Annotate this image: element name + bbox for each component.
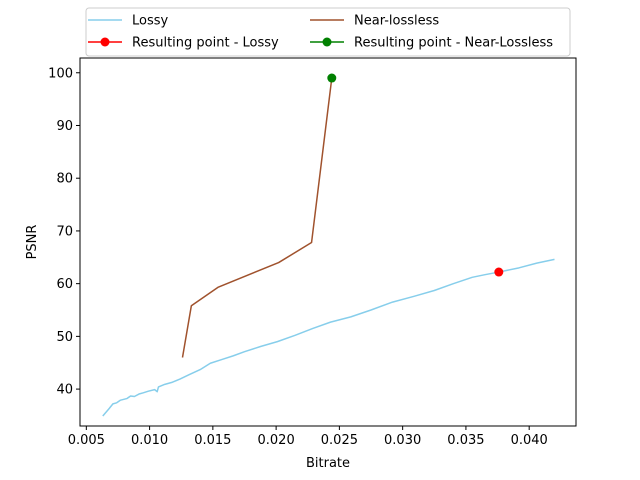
y-axis: 40 50 60 70 80 90 100 bbox=[48, 66, 80, 398]
y-tick-label: 50 bbox=[56, 330, 73, 345]
x-tick-label: 0.015 bbox=[194, 433, 231, 448]
legend-label-resulting-point-lossy: Resulting point - Lossy bbox=[132, 36, 279, 51]
legend-label-resulting-point-near-lossless: Resulting point - Near-Lossless bbox=[354, 36, 553, 51]
data-point-resulting-point-near-lossless bbox=[327, 73, 337, 83]
plot-background bbox=[80, 58, 576, 426]
x-tick-label: 0.025 bbox=[321, 433, 358, 448]
y-tick-label: 60 bbox=[56, 277, 73, 292]
legend-label-lossy: Lossy bbox=[132, 14, 169, 29]
x-axis: 0.005 0.010 0.015 0.020 0.025 0.030 0.035 0.040 bbox=[68, 426, 548, 448]
x-tick-label: 0.010 bbox=[131, 433, 168, 448]
y-tick-label: 40 bbox=[56, 383, 73, 398]
legend-marker-resulting-point-lossy bbox=[100, 37, 110, 47]
x-tick-label: 0.030 bbox=[384, 433, 421, 448]
x-tick-label: 0.040 bbox=[511, 433, 548, 448]
y-axis-label: PSNR bbox=[25, 225, 40, 260]
y-tick-label: 100 bbox=[48, 66, 73, 81]
y-tick-label: 90 bbox=[56, 119, 73, 134]
x-tick-label: 0.020 bbox=[258, 433, 295, 448]
legend-frame bbox=[85, 7, 571, 57]
series-layer bbox=[102, 73, 555, 417]
y-tick-label: 70 bbox=[56, 224, 73, 239]
x-tick-label: 0.035 bbox=[447, 433, 484, 448]
series-line-near-lossless bbox=[181, 77, 333, 358]
legend: Lossy Near-lossless Resulting point - Loss… bbox=[85, 7, 571, 57]
legend-label-near-lossless: Near-lossless bbox=[354, 14, 439, 29]
x-axis-label: Bitrate bbox=[306, 456, 350, 471]
plot-frame bbox=[79, 57, 577, 427]
y-tick-label: 80 bbox=[56, 172, 73, 187]
x-tick-label: 0.005 bbox=[68, 433, 105, 448]
data-point-resulting-point-lossy bbox=[494, 267, 504, 277]
legend-marker-resulting-point-near-lossless bbox=[322, 37, 332, 47]
series-line-lossy bbox=[102, 258, 555, 417]
